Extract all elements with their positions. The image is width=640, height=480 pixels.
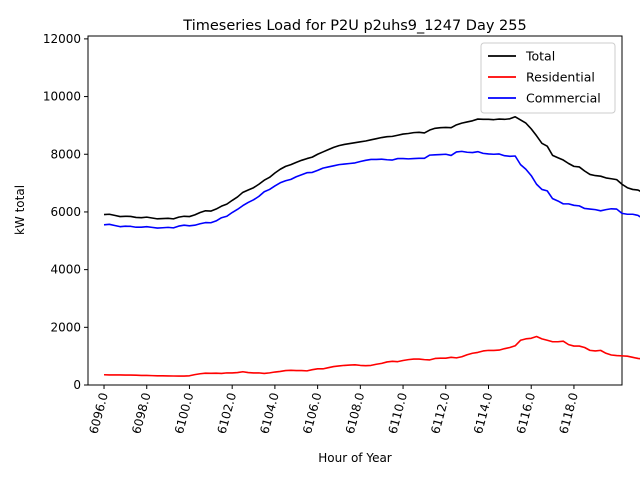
y-tick-label: 4000: [50, 263, 81, 277]
series-line-total: [103, 115, 640, 220]
x-tick-label: 6098.0: [129, 391, 153, 435]
series-lines: [103, 115, 640, 377]
series-line-residential: [103, 335, 640, 377]
chart-title: Timeseries Load for P2U p2uhs9_1247 Day …: [182, 18, 526, 34]
x-axis: 6096.0 6098.0 6100.0 6102.0 6104.0 6106.0 6108…: [87, 385, 581, 435]
legend-label-residential: Residential: [526, 70, 595, 85]
legend: Total Residential Commercial: [480, 42, 616, 114]
legend-label-total: Total: [525, 49, 555, 64]
x-axis-label: Hour of Year: [318, 451, 392, 465]
y-tick-label: 10000: [43, 90, 81, 104]
y-tick-label: 12000: [43, 32, 81, 46]
x-tick-label: 6116.0: [514, 391, 538, 435]
x-tick-label: 6110.0: [386, 391, 410, 435]
x-tick-label: 6102.0: [215, 391, 239, 435]
x-tick-label: 6114.0: [471, 391, 495, 435]
x-tick-label: 6108.0: [343, 391, 367, 435]
legend-box: [480, 42, 616, 114]
x-tick-label: 6118.0: [556, 391, 580, 435]
y-tick-label: 0: [73, 378, 81, 392]
x-tick-label: 6100.0: [172, 391, 196, 435]
plot-area: [87, 35, 623, 386]
x-tick-label: 6104.0: [257, 391, 281, 435]
y-axis: 0 2000 4000 6000 8000 10000 12000: [43, 32, 88, 392]
x-tick-label: 6106.0: [300, 391, 324, 435]
legend-label-commercial: Commercial: [526, 91, 601, 106]
y-tick-label: 2000: [50, 320, 81, 334]
x-tick-label: 6112.0: [428, 391, 452, 435]
y-tick-label: 6000: [50, 205, 81, 219]
series-line-commercial: [103, 150, 640, 229]
y-tick-label: 8000: [50, 147, 81, 161]
x-tick-label: 6096.0: [87, 391, 111, 435]
y-axis-label: kW total: [13, 185, 27, 235]
